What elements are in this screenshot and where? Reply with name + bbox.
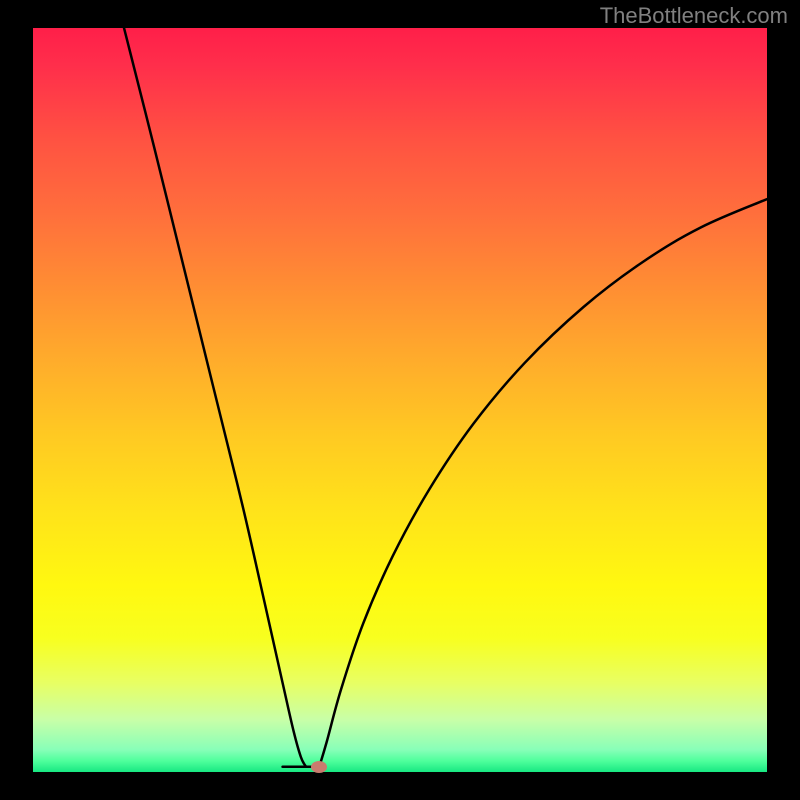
watermark: TheBottleneck.com	[600, 3, 788, 29]
chart-container: TheBottleneck.com	[0, 0, 800, 800]
plot-area	[33, 28, 767, 772]
curve-svg	[33, 28, 767, 772]
v-curve	[124, 28, 767, 767]
minimum-marker	[311, 761, 327, 773]
